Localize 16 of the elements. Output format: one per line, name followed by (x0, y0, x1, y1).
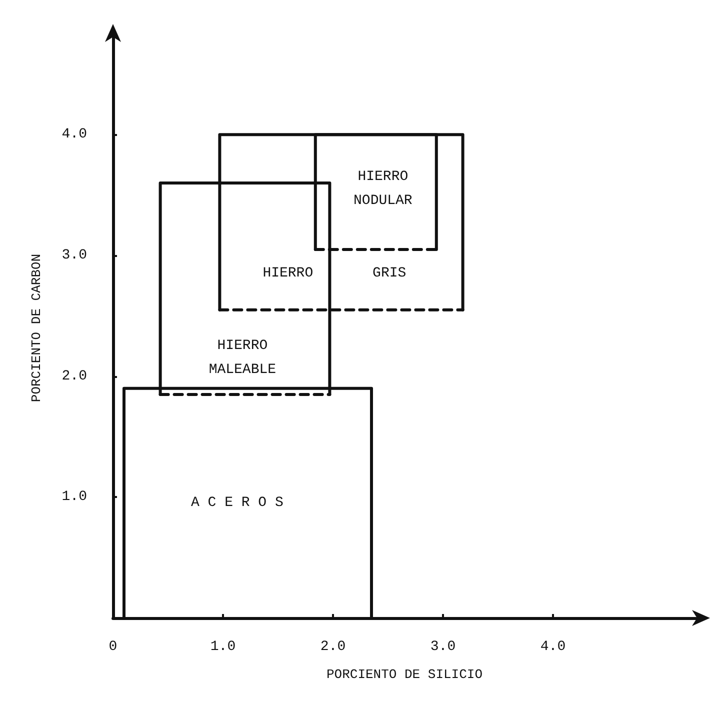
x-tick-label: 3.0 (430, 639, 456, 655)
x-tick-label: 1.0 (210, 639, 236, 655)
x-tick-label: 4.0 (540, 639, 566, 655)
x-axis-title: PORCIENTO DE SILICIO (326, 667, 483, 682)
y-axis-title: PORCIENTO DE CARBON (29, 254, 44, 402)
annotation: A C E R O S (190, 495, 284, 512)
annotation: HIERRO MALEABLE (208, 338, 276, 378)
y-tick-label: 1.0 (62, 489, 87, 506)
y-tick-label: 2.0 (62, 368, 87, 384)
x-tick-label: 0 (108, 639, 118, 655)
y-tick-label: 4.0 (62, 126, 87, 143)
annotation: HIERRO NODULAR (354, 168, 413, 209)
x-tick-label: 2.0 (320, 639, 346, 655)
annotation: GRIS (372, 265, 406, 282)
y-tick-label: 3.0 (62, 248, 87, 264)
annotation: HIERRO (262, 265, 314, 282)
